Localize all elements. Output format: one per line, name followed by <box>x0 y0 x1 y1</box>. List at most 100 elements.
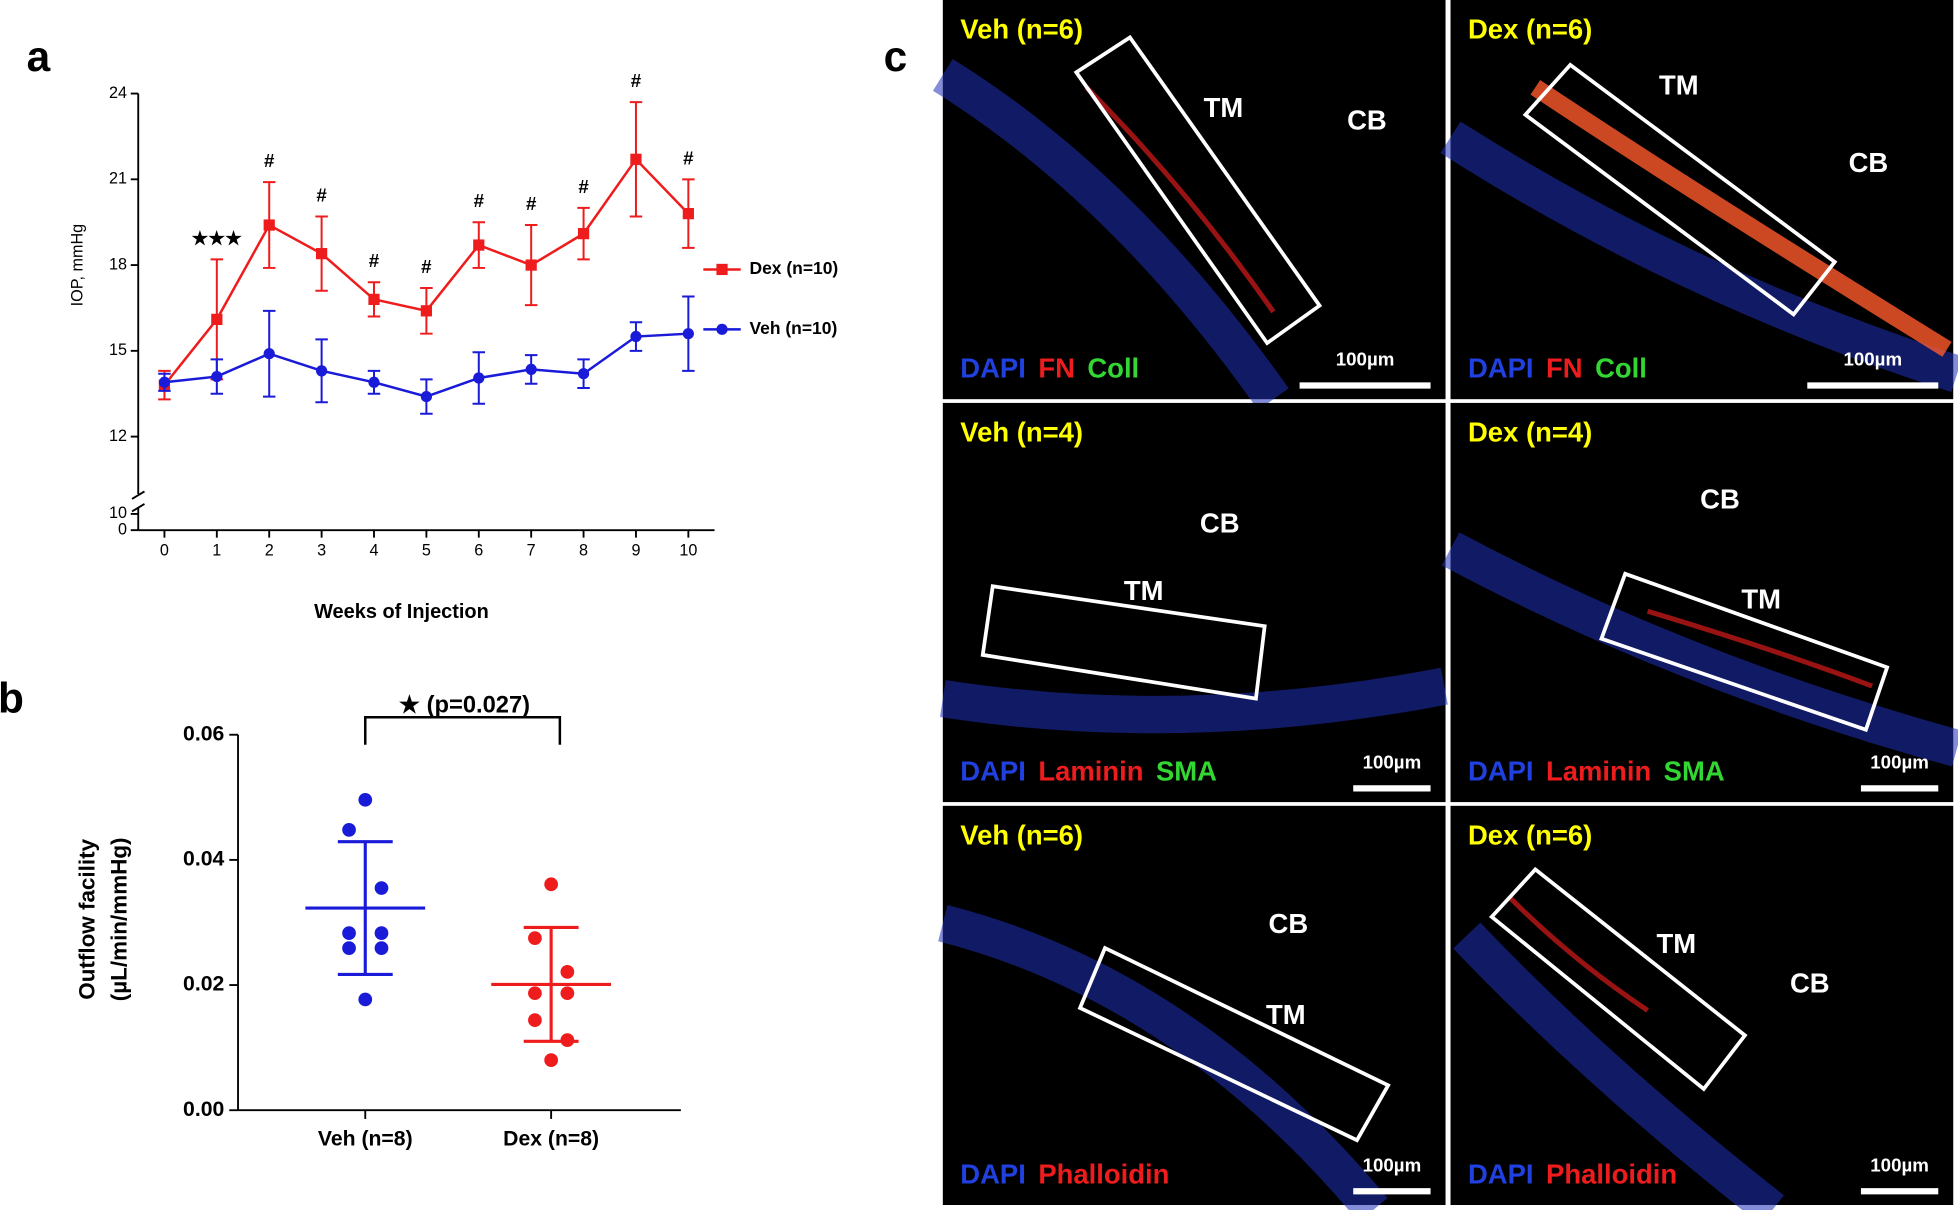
data-point <box>374 941 389 955</box>
stain-name: DAPI <box>960 1159 1026 1190</box>
region-label: TM <box>1656 928 1696 959</box>
region-label: CB <box>1700 484 1740 515</box>
sd-bar <box>523 925 579 1043</box>
x-tick-label: 1 <box>212 542 221 560</box>
y-tick-label: 18 <box>109 255 127 273</box>
significance-bracket <box>364 716 562 745</box>
x-tick-label: 5 <box>422 542 431 560</box>
stain-name: FN <box>1546 353 1583 384</box>
data-point <box>342 941 356 955</box>
annotation: # <box>369 250 380 271</box>
stain-signal <box>1646 608 1874 689</box>
x-tick-label: Dex (n=8) <box>503 1128 599 1151</box>
y-tick-label: 0.00 <box>183 1098 224 1121</box>
y-tick-label: 0.04 <box>183 847 224 870</box>
y-tick-label: 0 <box>118 520 127 538</box>
region-label: TM <box>1266 999 1306 1030</box>
legend-label: Veh (n=10) <box>749 318 837 338</box>
roi-box <box>1073 34 1323 346</box>
data-point <box>342 926 356 940</box>
micrograph <box>942 805 1446 1206</box>
x-tick-label: Veh (n=8) <box>318 1128 413 1151</box>
region-label: CB <box>1347 104 1387 135</box>
tissue <box>1453 922 1784 1210</box>
annotation: # <box>631 70 642 91</box>
scale-label: 100µm <box>1336 348 1395 369</box>
x-tick-label: 8 <box>579 542 588 560</box>
x-axis-label: Weeks of Injection <box>314 601 489 623</box>
data-point <box>528 931 542 945</box>
sd-bar <box>337 840 393 976</box>
region-label: TM <box>1204 92 1244 123</box>
stain-name: Phalloidin <box>1546 1159 1677 1190</box>
stain-legend: DAPI Phalloidin <box>1468 1159 1677 1190</box>
annotation: # <box>526 193 537 214</box>
annotation: ★★★ <box>192 227 243 248</box>
data-point <box>374 926 389 940</box>
y-axis-label: (µL/min/mmHg) <box>107 837 132 1001</box>
region-label: CB <box>1790 968 1830 999</box>
roi-box <box>1599 571 1890 733</box>
roi-box <box>1488 866 1748 1092</box>
region-label: TM <box>1741 584 1781 615</box>
stain-name: Phalloidin <box>1038 1159 1169 1190</box>
data-point <box>158 376 171 388</box>
tissue <box>932 58 1289 410</box>
tissue <box>1441 532 1958 767</box>
roi-box <box>980 584 1267 701</box>
stain-name: DAPI <box>960 353 1026 384</box>
image-title: Veh (n=4) <box>960 416 1083 447</box>
data-point <box>630 330 642 343</box>
annotation: # <box>316 184 327 205</box>
data-point <box>368 293 380 305</box>
data-point <box>473 239 485 251</box>
x-tick-label: 7 <box>527 542 536 560</box>
annotation: # <box>421 256 432 277</box>
stain-signal <box>1530 80 1952 357</box>
stain-name: DAPI <box>960 756 1026 787</box>
panel-label: a <box>27 33 51 80</box>
data-point <box>342 822 356 837</box>
stain-name: SMA <box>1156 756 1217 787</box>
y-tick-label: 15 <box>109 341 127 359</box>
x-tick-label: 4 <box>369 542 378 560</box>
data-point <box>682 208 694 220</box>
data-point <box>263 348 275 360</box>
scale-label: 100µm <box>1363 1154 1422 1175</box>
scale-label: 100µm <box>1870 1154 1929 1175</box>
annotation: # <box>264 150 275 171</box>
region-label: CB <box>1849 147 1889 178</box>
data-point <box>525 259 537 271</box>
y-tick-label: 12 <box>109 427 127 445</box>
legend-label: Dex (n=10) <box>749 258 838 278</box>
stain-name: Laminin <box>1038 756 1143 787</box>
stain-signal <box>1508 896 1650 1013</box>
data-point <box>358 792 373 807</box>
image-title: Dex (n=4) <box>1468 416 1592 447</box>
data-point <box>528 1013 542 1027</box>
y-tick-label: 10 <box>109 504 127 522</box>
legend-marker <box>716 323 728 335</box>
stain-name: DAPI <box>1468 756 1534 787</box>
stain-legend: DAPI Laminin SMA <box>1468 756 1725 787</box>
axis-break <box>131 490 145 500</box>
stain-name: Laminin <box>1546 756 1651 787</box>
annotation: # <box>578 176 589 197</box>
data-point <box>420 390 433 403</box>
stain-name: DAPI <box>1468 353 1534 384</box>
image-title: Dex (n=6) <box>1468 13 1592 44</box>
stain-legend: DAPI FN Coll <box>1468 353 1647 384</box>
y-tick-label: 0.02 <box>183 973 224 996</box>
data-point <box>473 372 485 384</box>
image-title: Dex (n=6) <box>1468 819 1592 850</box>
tissue <box>1440 121 1958 393</box>
scale-label: 100µm <box>1843 348 1902 369</box>
micrograph <box>942 0 1446 400</box>
panel-label: b <box>0 674 24 721</box>
data-point <box>358 992 373 1007</box>
y-tick-label: 0.06 <box>183 722 224 745</box>
tissue <box>939 667 1448 734</box>
scale-label: 100µm <box>1363 751 1422 772</box>
region-label: TM <box>1659 70 1699 101</box>
